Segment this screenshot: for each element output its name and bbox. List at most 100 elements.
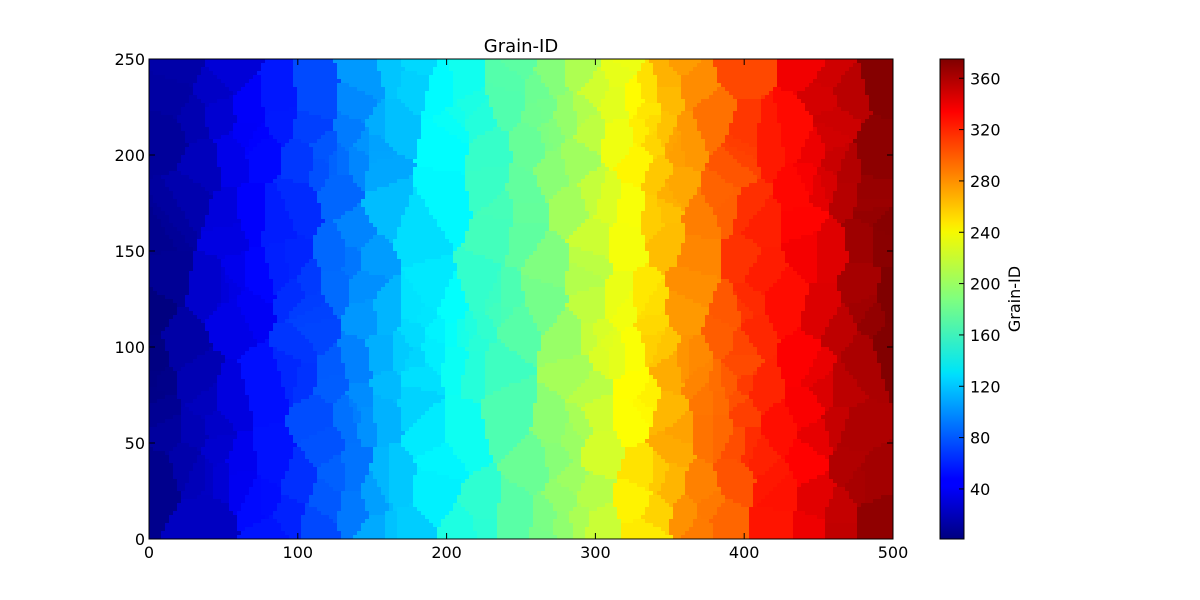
grain-cell bbox=[885, 131, 890, 136]
grain-cell bbox=[693, 75, 698, 80]
grain-cell bbox=[377, 135, 382, 140]
grain-cell bbox=[661, 87, 666, 92]
grain-cell bbox=[513, 123, 518, 128]
grain-cell bbox=[269, 111, 274, 116]
grain-cell bbox=[153, 95, 158, 100]
grain-cell bbox=[421, 59, 426, 64]
grain-cell bbox=[245, 83, 250, 88]
grain-cell bbox=[773, 71, 778, 76]
grain-cell bbox=[617, 131, 622, 136]
grain-cell bbox=[729, 143, 734, 148]
grain-cell bbox=[805, 119, 810, 124]
grain-cell bbox=[637, 155, 642, 160]
grain-cell bbox=[233, 143, 238, 148]
grain-cell bbox=[717, 135, 722, 140]
grain-cell bbox=[285, 135, 290, 140]
grain-cell bbox=[525, 159, 530, 164]
grain-cell bbox=[653, 127, 658, 132]
grain-cell bbox=[753, 99, 758, 104]
grain-cell bbox=[573, 147, 578, 152]
grain-cell bbox=[389, 103, 394, 108]
grain-cell bbox=[557, 147, 562, 152]
grain-cell bbox=[641, 83, 646, 88]
grain-cell bbox=[637, 99, 642, 104]
grain-cell bbox=[509, 119, 514, 124]
grain-cell bbox=[325, 139, 330, 144]
grain-cell bbox=[209, 115, 214, 120]
grain-cell bbox=[497, 163, 502, 168]
grain-cell bbox=[513, 79, 518, 84]
grain-cell bbox=[749, 159, 754, 164]
grain-cell bbox=[773, 83, 778, 88]
grain-cell bbox=[797, 139, 802, 144]
grain-cell bbox=[845, 127, 850, 132]
grain-cell bbox=[601, 79, 606, 84]
grain-cell bbox=[201, 75, 206, 80]
grain-cell bbox=[581, 91, 586, 96]
grain-cell bbox=[269, 87, 274, 92]
grain-cell bbox=[241, 111, 246, 116]
grain-cell bbox=[873, 99, 878, 104]
grain-cell bbox=[369, 159, 374, 164]
grain-cell bbox=[445, 159, 450, 164]
grain-cell bbox=[653, 107, 658, 112]
grain-cell bbox=[809, 91, 814, 96]
grain-cell bbox=[613, 83, 618, 88]
grain-cell bbox=[557, 63, 562, 68]
grain-cell bbox=[573, 115, 578, 120]
grain-cell bbox=[861, 75, 866, 80]
grain-cell bbox=[525, 103, 530, 108]
grain-cell bbox=[745, 63, 750, 68]
grain-cell bbox=[289, 59, 294, 64]
grain-cell bbox=[185, 111, 190, 116]
grain-cell bbox=[709, 139, 714, 144]
grain-cell bbox=[701, 111, 706, 116]
grain-cell bbox=[693, 63, 698, 68]
grain-cell bbox=[277, 139, 282, 144]
grain-cell bbox=[513, 67, 518, 72]
grain-cell bbox=[885, 139, 890, 144]
grain-cell bbox=[773, 163, 778, 168]
grain-cell bbox=[261, 123, 266, 128]
grain-cell bbox=[149, 115, 154, 120]
grain-cell bbox=[765, 151, 770, 156]
grain-cell bbox=[741, 139, 746, 144]
grain-cell bbox=[453, 83, 458, 88]
grain-cell bbox=[721, 91, 726, 96]
grain-cell bbox=[321, 99, 326, 104]
grain-cell bbox=[561, 95, 566, 100]
grain-cell bbox=[393, 103, 398, 108]
grain-cell bbox=[157, 111, 162, 116]
grain-cell bbox=[637, 139, 642, 144]
grain-cell bbox=[825, 91, 830, 96]
grain-cell bbox=[525, 95, 530, 100]
grain-cell bbox=[509, 63, 514, 68]
grain-cell bbox=[329, 119, 334, 124]
grain-cell bbox=[693, 87, 698, 92]
grain-cell bbox=[457, 135, 462, 140]
grain-cell bbox=[209, 83, 214, 88]
grain-cell bbox=[645, 147, 650, 152]
grain-cell bbox=[501, 83, 506, 88]
grain-cell bbox=[749, 127, 754, 132]
grain-cell bbox=[605, 119, 610, 124]
grain-cell bbox=[161, 83, 166, 88]
grain-cell bbox=[441, 119, 446, 124]
grain-cell bbox=[881, 147, 886, 152]
grain-cell bbox=[805, 115, 810, 120]
grain-cell bbox=[781, 63, 786, 68]
grain-cell bbox=[869, 71, 874, 76]
grain-cell bbox=[753, 135, 758, 140]
grain-cell bbox=[645, 67, 650, 72]
grain-cell bbox=[813, 67, 818, 72]
grain-cell bbox=[545, 103, 550, 108]
grain-cell bbox=[497, 119, 502, 124]
grain-cell bbox=[841, 79, 846, 84]
grain-cell bbox=[385, 123, 390, 128]
grain-cell bbox=[549, 131, 554, 136]
grain-cell bbox=[777, 107, 782, 112]
grain-cell bbox=[329, 79, 334, 84]
grain-cell bbox=[757, 67, 762, 72]
grain-cell bbox=[209, 143, 214, 148]
grain-cell bbox=[601, 123, 606, 128]
